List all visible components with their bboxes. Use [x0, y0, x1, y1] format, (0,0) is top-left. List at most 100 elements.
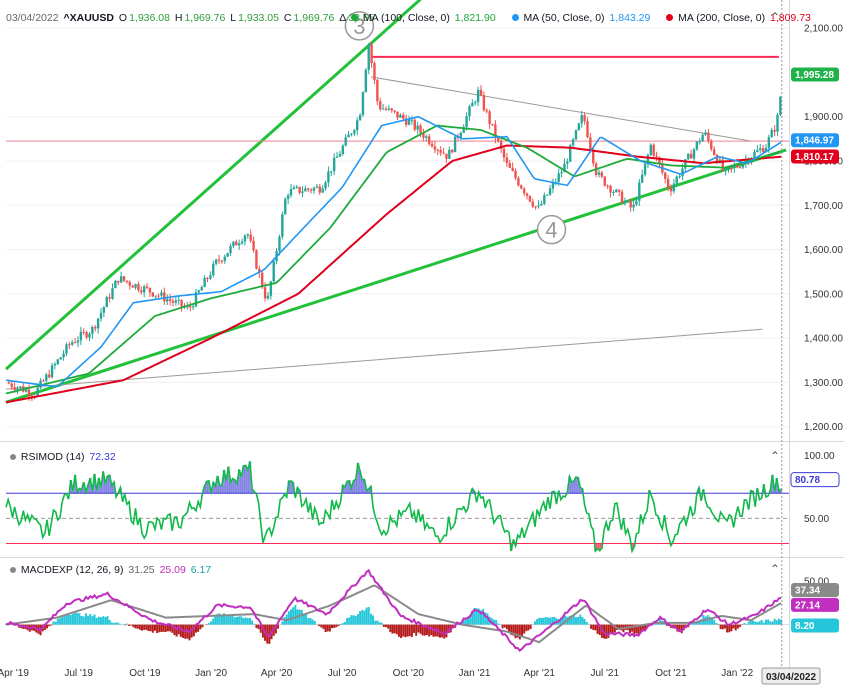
candle	[442, 152, 445, 154]
candle	[522, 188, 526, 194]
x-tick-label: Jul '21	[590, 668, 619, 679]
candle	[759, 148, 762, 151]
candle	[243, 235, 247, 242]
candle	[453, 136, 457, 153]
candle	[695, 141, 699, 150]
candle	[767, 137, 771, 148]
ma200-value: 1,809.73	[770, 12, 811, 24]
macd-signal-line	[5, 584, 782, 644]
candle	[315, 186, 319, 188]
candle	[548, 188, 552, 195]
candle	[338, 153, 342, 157]
candle	[638, 182, 641, 201]
candle	[232, 241, 235, 247]
candle	[370, 44, 373, 64]
candle	[571, 139, 575, 146]
macd-collapse-icon[interactable]: ⌃	[770, 562, 781, 576]
candle	[111, 288, 114, 299]
candle	[586, 121, 589, 138]
candle	[379, 101, 382, 110]
candle	[712, 149, 716, 155]
price-collapse-icon[interactable]: ⌃	[770, 10, 781, 24]
candle	[272, 261, 275, 282]
candle	[335, 156, 339, 158]
candle	[200, 287, 203, 291]
candle	[373, 63, 376, 81]
candle	[217, 259, 221, 261]
candle	[753, 151, 756, 158]
candle	[364, 69, 368, 93]
candle	[304, 188, 307, 192]
badge-macd-c: 8.20	[795, 621, 815, 632]
candle	[42, 380, 45, 382]
candle	[528, 195, 532, 202]
legend-change-label: Δ	[339, 12, 347, 24]
candle	[327, 171, 330, 183]
legend-open-label: O	[118, 12, 128, 24]
legend-open: 1,936.08	[129, 12, 170, 24]
candle	[174, 300, 178, 303]
rsi-collapse-icon[interactable]: ⌃	[770, 449, 781, 463]
legend-symbol[interactable]: ^XAUUSD	[63, 12, 114, 24]
candle	[358, 115, 362, 121]
badge-macd-a-bg	[791, 582, 839, 597]
price-tick-label: 1,900.00	[804, 112, 843, 123]
badge-ma200-bg	[791, 149, 839, 164]
candle	[520, 185, 523, 189]
candle	[50, 365, 54, 378]
rsi-label[interactable]: RSIMOD (14)	[20, 451, 85, 463]
candle	[298, 186, 301, 193]
candle	[65, 344, 68, 354]
candle	[99, 312, 103, 319]
candle	[361, 92, 365, 116]
candle	[764, 147, 768, 153]
candle	[94, 326, 97, 329]
candle	[738, 167, 742, 169]
candle	[88, 333, 91, 338]
candle	[626, 200, 629, 202]
candle	[191, 306, 195, 308]
candle	[643, 163, 647, 175]
candle	[396, 111, 399, 118]
candle	[623, 201, 627, 204]
macd-label[interactable]: MACDEXP (12, 26, 9)	[20, 564, 124, 576]
candle	[511, 167, 514, 171]
candle	[689, 153, 693, 159]
price-tick-label: 1,400.00	[804, 334, 843, 345]
candle	[137, 284, 140, 291]
candle	[574, 130, 578, 140]
candle	[672, 183, 676, 192]
candle	[448, 149, 451, 159]
candle	[154, 295, 157, 297]
legend-low-label: L	[230, 12, 237, 24]
ma100-line	[5, 124, 782, 395]
candle	[698, 141, 701, 143]
candle	[151, 292, 155, 297]
badge-last-bg	[791, 67, 839, 82]
candle	[128, 281, 131, 286]
candle	[399, 114, 402, 118]
ma100-label[interactable]: MA (100, Close, 0)	[362, 12, 450, 24]
candle	[735, 165, 739, 168]
badge-rsi: 80.78	[795, 475, 820, 486]
candle	[289, 188, 293, 196]
ma200-label[interactable]: MA (200, Close, 0)	[678, 12, 766, 24]
rsi-legend: RSIMOD (14) 72.32	[10, 451, 118, 463]
candle	[485, 110, 488, 112]
rsi-swatch	[10, 454, 16, 460]
candle	[114, 280, 117, 289]
candle	[177, 299, 180, 301]
candle	[286, 195, 290, 200]
candle	[278, 236, 281, 252]
x-tick-label: Oct '21	[655, 668, 687, 679]
legend-date: 03/04/2022	[6, 12, 59, 24]
rsi-tick-label: 100.00	[804, 451, 835, 462]
candle	[249, 234, 252, 241]
candle	[592, 149, 595, 164]
candle	[416, 125, 419, 130]
candle	[53, 363, 57, 366]
candle	[517, 178, 520, 186]
ma50-label[interactable]: MA (50, Close, 0)	[523, 12, 605, 24]
